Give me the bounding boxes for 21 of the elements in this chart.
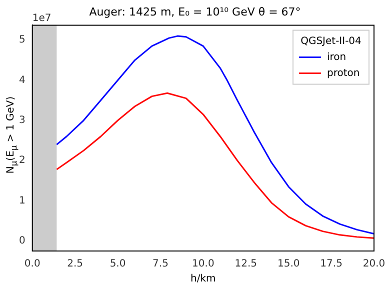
y-tick-label: 1 [18,195,26,206]
legend-label: proton [327,68,360,79]
x-tick-label: 20.0 [362,258,386,270]
text: 1e7 [32,12,52,24]
chart-title: Auger: 1425 m, E₀ = 10¹⁰ GeV θ = 67° [89,5,301,18]
y-tick-label: 0 [18,236,26,247]
x-tick-label: 0.0 [24,258,40,270]
y-tick-label: 5 [18,34,26,46]
x-tick-label: 15.0 [277,258,300,270]
y-tick-label: 4 [18,74,26,86]
x-tick-label: 17.5 [320,258,342,270]
x-tick-label: 2.5 [67,258,84,270]
x-tick-label: 5.0 [110,258,126,270]
x-tick-label: 12.5 [234,258,258,270]
x-axis-title: h/km [190,274,216,285]
legend-label: iron [327,52,346,63]
x-tick-label: 10.0 [192,258,214,270]
y-tick-label: 3 [18,115,26,126]
x-tick-label: 7.5 [152,258,168,270]
legend-title: QGSJet-II-04 [300,36,362,47]
y-tick-label: 2 [18,155,26,166]
